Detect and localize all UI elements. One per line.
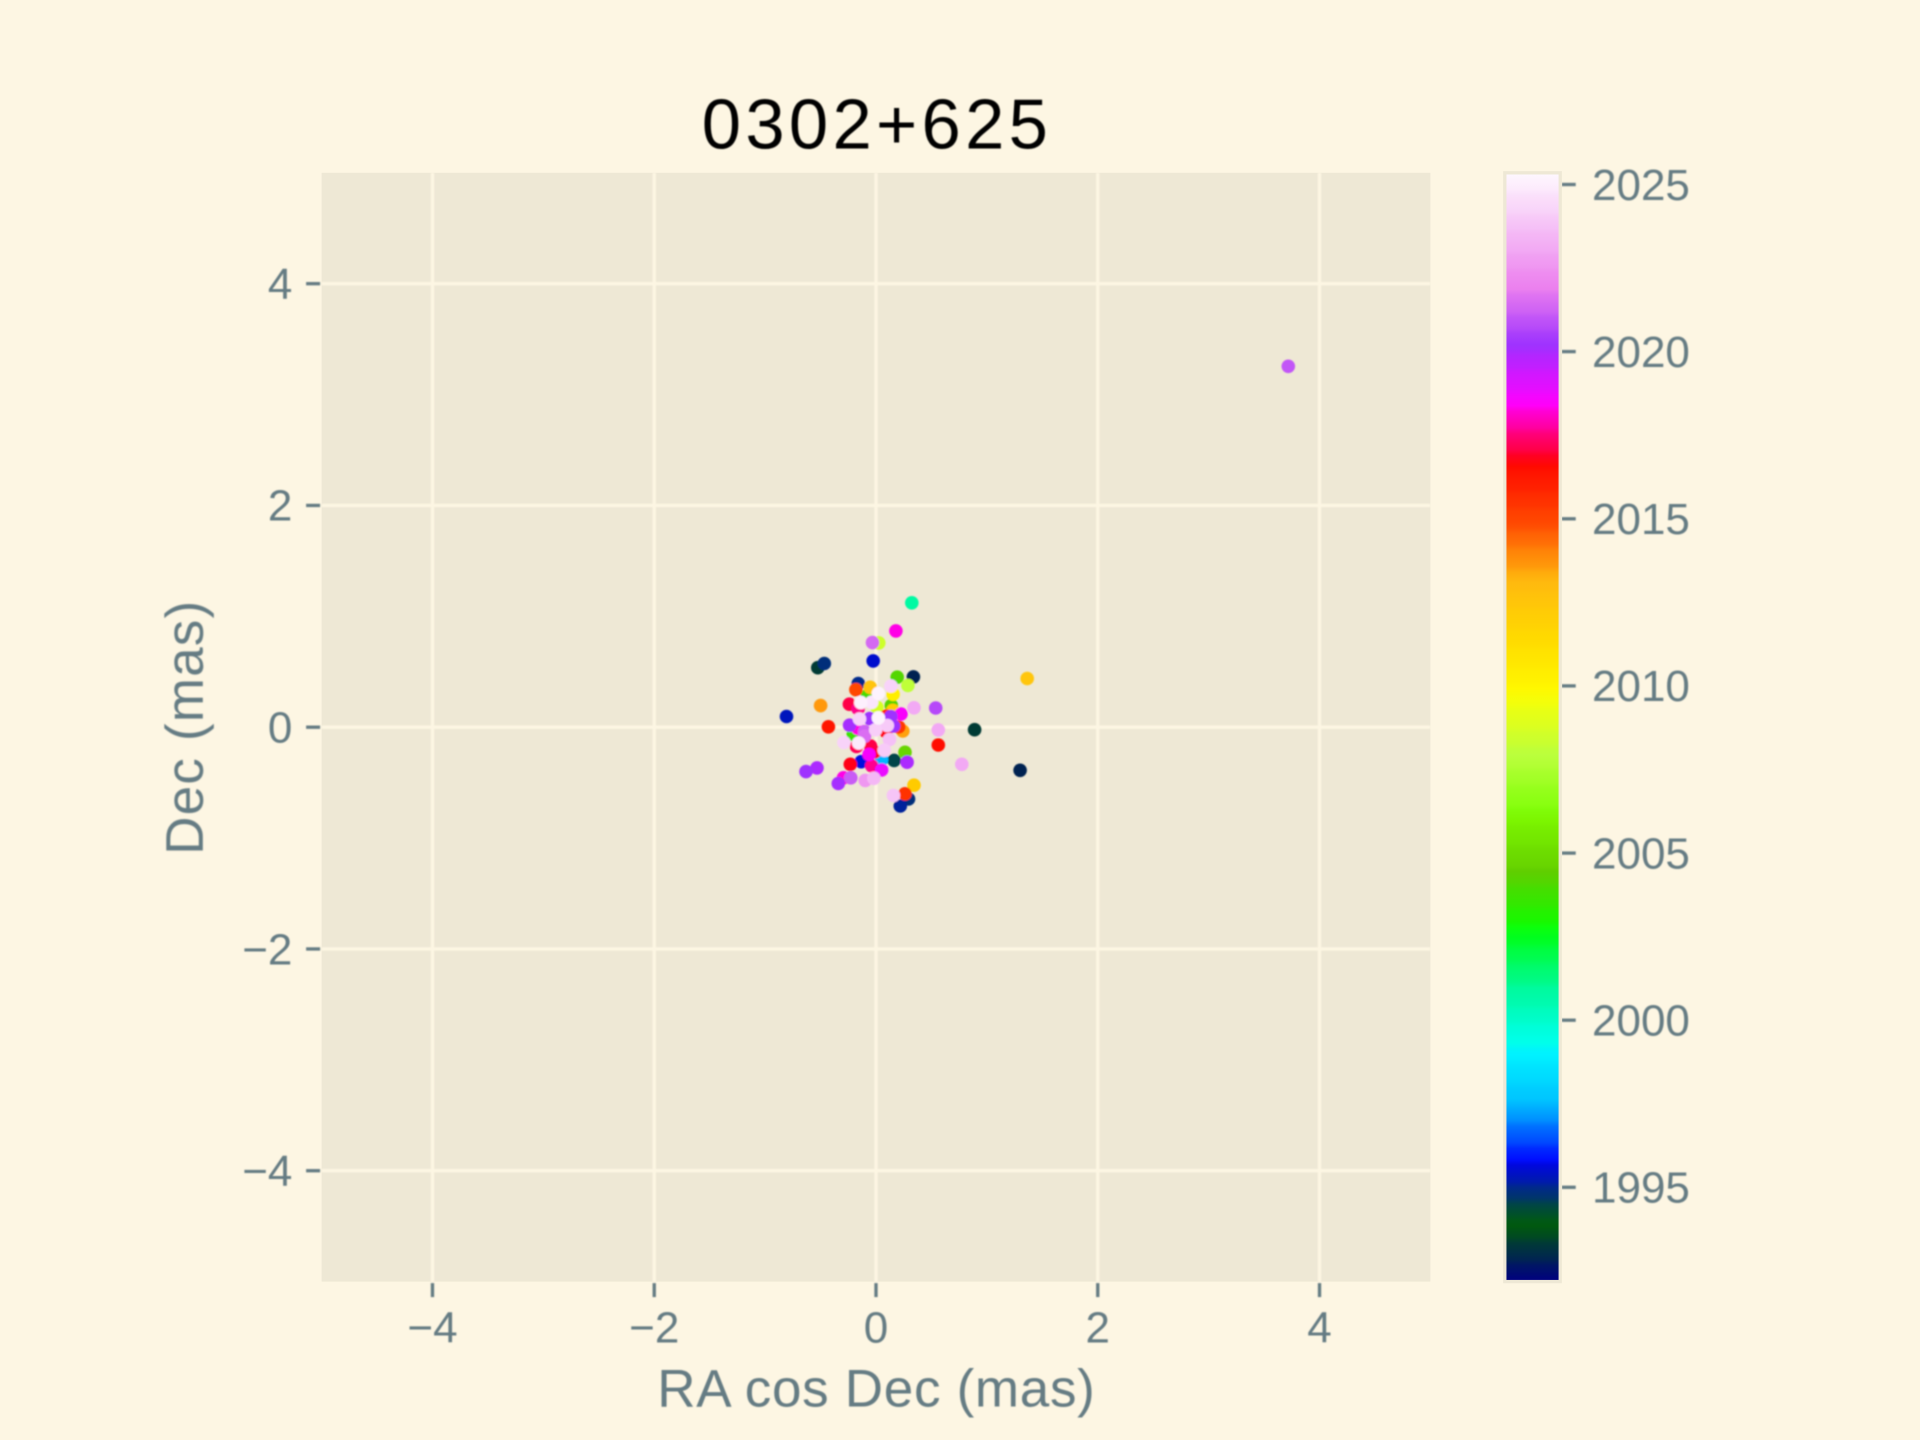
svg-text:4: 4 <box>1307 1304 1331 1353</box>
svg-text:Dec (mas): Dec (mas) <box>156 600 215 855</box>
svg-text:2015: 2015 <box>1592 495 1690 544</box>
svg-text:0: 0 <box>864 1304 888 1353</box>
svg-text:RA cos Dec (mas): RA cos Dec (mas) <box>657 1360 1095 1419</box>
svg-text:2: 2 <box>268 482 292 531</box>
svg-text:0302+625: 0302+625 <box>702 85 1052 164</box>
svg-text:2020: 2020 <box>1592 328 1690 377</box>
svg-text:2010: 2010 <box>1592 662 1690 711</box>
svg-text:1995: 1995 <box>1592 1164 1690 1213</box>
svg-text:4: 4 <box>268 260 292 309</box>
svg-text:2005: 2005 <box>1592 829 1690 878</box>
svg-text:−2: −2 <box>629 1304 679 1353</box>
svg-text:0: 0 <box>268 704 292 753</box>
svg-text:2000: 2000 <box>1592 997 1690 1046</box>
svg-text:−4: −4 <box>242 1147 292 1196</box>
svg-text:2025: 2025 <box>1592 161 1690 210</box>
svg-text:−4: −4 <box>407 1304 457 1353</box>
svg-text:2: 2 <box>1086 1304 1110 1353</box>
svg-text:−2: −2 <box>242 925 292 974</box>
